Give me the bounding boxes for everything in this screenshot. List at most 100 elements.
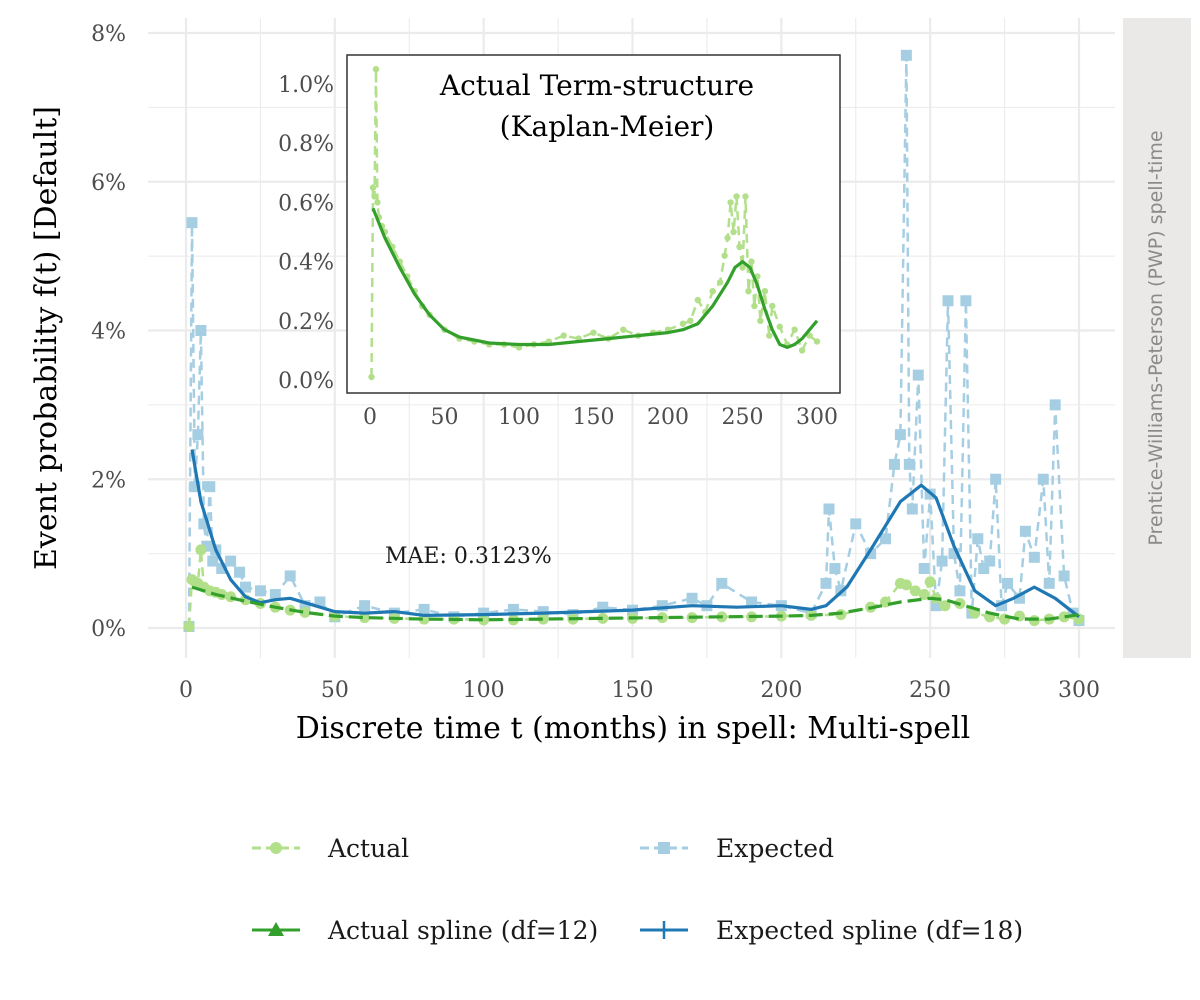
actual-point	[999, 613, 1011, 625]
inset-actual-point	[730, 228, 737, 236]
expected-point	[686, 592, 698, 604]
y-tick-label: 6%	[91, 171, 126, 196]
expected-point	[984, 555, 996, 567]
expected-point	[189, 481, 201, 493]
expected-point	[978, 563, 990, 574]
expected-point	[1019, 525, 1031, 537]
expected-point	[1058, 570, 1070, 582]
legend-label: Actual spline (df=12)	[327, 916, 598, 945]
inset-actual-point	[751, 302, 758, 310]
x-tick-label: 50	[321, 678, 349, 703]
expected-point	[656, 600, 668, 612]
expected-point	[284, 570, 296, 582]
legend-circle-icon	[270, 842, 282, 854]
inset-y-tick-label: 0.0%	[278, 369, 334, 394]
inset-actual-point	[733, 193, 740, 200]
inset-y-tick-labels: 0.0% 0.2% 0.4% 0.6% 0.8% 1.0%	[278, 73, 334, 394]
expected-point	[820, 577, 832, 589]
legend-triangle-icon	[268, 922, 284, 936]
inset-actual-point	[687, 317, 694, 324]
inset-actual-point	[590, 329, 597, 336]
x-tick-label: 150	[612, 678, 654, 703]
inset-actual-point	[727, 199, 734, 206]
actual-point	[225, 591, 237, 603]
inset-actual-point	[757, 317, 764, 324]
inset-actual-point	[761, 288, 769, 295]
main-series-layer	[183, 49, 1085, 633]
inset-actual-point	[721, 252, 728, 259]
expected-point	[216, 563, 228, 574]
legend-square-icon	[658, 842, 670, 854]
main-y-tick-labels: 0% 2% 4% 6% 8%	[91, 22, 126, 642]
actual-point	[478, 614, 490, 626]
expected-point	[225, 555, 237, 567]
actual-point	[299, 606, 311, 618]
expected-point	[972, 533, 984, 545]
expected-point	[746, 596, 758, 608]
x-tick-label: 300	[1058, 678, 1100, 703]
expected-point	[198, 518, 210, 530]
inset-x-tick-label: 200	[647, 405, 689, 430]
inset-title-line-2: (Kaplan-Meier)	[500, 110, 715, 143]
inset-actual-point	[694, 296, 701, 304]
inset-background	[346, 54, 841, 394]
expected-point	[201, 540, 213, 552]
inset-actual-point	[679, 320, 687, 327]
inset-actual-point	[620, 326, 627, 333]
expected-point	[888, 458, 900, 470]
expected-point	[990, 473, 1002, 485]
expected-point	[1013, 592, 1025, 604]
expected-point	[299, 600, 311, 612]
expected-point	[880, 533, 892, 545]
expected-point	[936, 555, 948, 567]
expected-point	[314, 596, 326, 608]
y-tick-label: 2%	[91, 468, 126, 493]
expected-point	[254, 585, 266, 597]
actual-point	[918, 589, 930, 601]
expected-point	[1002, 577, 1014, 589]
inset-actual-point	[813, 338, 821, 345]
inset-actual-line	[370, 69, 818, 378]
expected-point	[865, 548, 877, 560]
inset-actual-point	[369, 184, 377, 191]
actual-point	[537, 613, 549, 625]
expected-point	[1028, 551, 1040, 563]
inset-y-tick-label: 0.2%	[278, 310, 334, 335]
inset-actual-point	[791, 326, 798, 333]
inset-title-line-1: Actual Term-structure	[439, 69, 754, 102]
inset-actual-point	[371, 193, 378, 200]
inset-actual-point	[560, 332, 567, 339]
y-tick-label: 8%	[91, 22, 126, 47]
expected-point	[912, 369, 924, 381]
inset-x-tick-labels: 0 50 100 150 200 250 300	[363, 405, 838, 430]
inset-y-tick-label: 1.0%	[278, 73, 334, 98]
actual-point	[900, 579, 912, 591]
legend: Actual Expected Actual spline (df=12) Expec…	[252, 834, 1023, 945]
inset-actual-point	[742, 193, 749, 200]
expected-point	[930, 600, 942, 612]
expected-point	[906, 503, 918, 515]
expected-point	[359, 600, 371, 612]
expected-point	[192, 429, 204, 441]
actual-point	[1058, 611, 1070, 623]
expected-point	[1049, 399, 1061, 411]
expected-point	[186, 217, 198, 229]
inset-x-tick-label: 100	[498, 405, 540, 430]
x-axis-title: Discrete time t (months) in spell: Multi…	[296, 711, 970, 746]
expected-point	[942, 295, 954, 307]
actual-point	[195, 544, 207, 556]
inset-actual-spline	[371, 207, 819, 349]
legend-label: Actual	[327, 834, 409, 863]
inset-y-tick-label: 0.4%	[278, 251, 334, 276]
expected-point	[597, 601, 609, 613]
expected-point	[900, 49, 912, 61]
inset-x-tick-label: 250	[722, 405, 764, 430]
actual-point	[183, 621, 195, 633]
inset-x-tick-label: 0	[363, 405, 377, 430]
legend-item: Expected	[640, 834, 834, 863]
expected-point	[418, 603, 430, 615]
expected-point	[1037, 473, 1049, 485]
actual-point	[359, 612, 371, 624]
actual-point	[924, 576, 936, 588]
